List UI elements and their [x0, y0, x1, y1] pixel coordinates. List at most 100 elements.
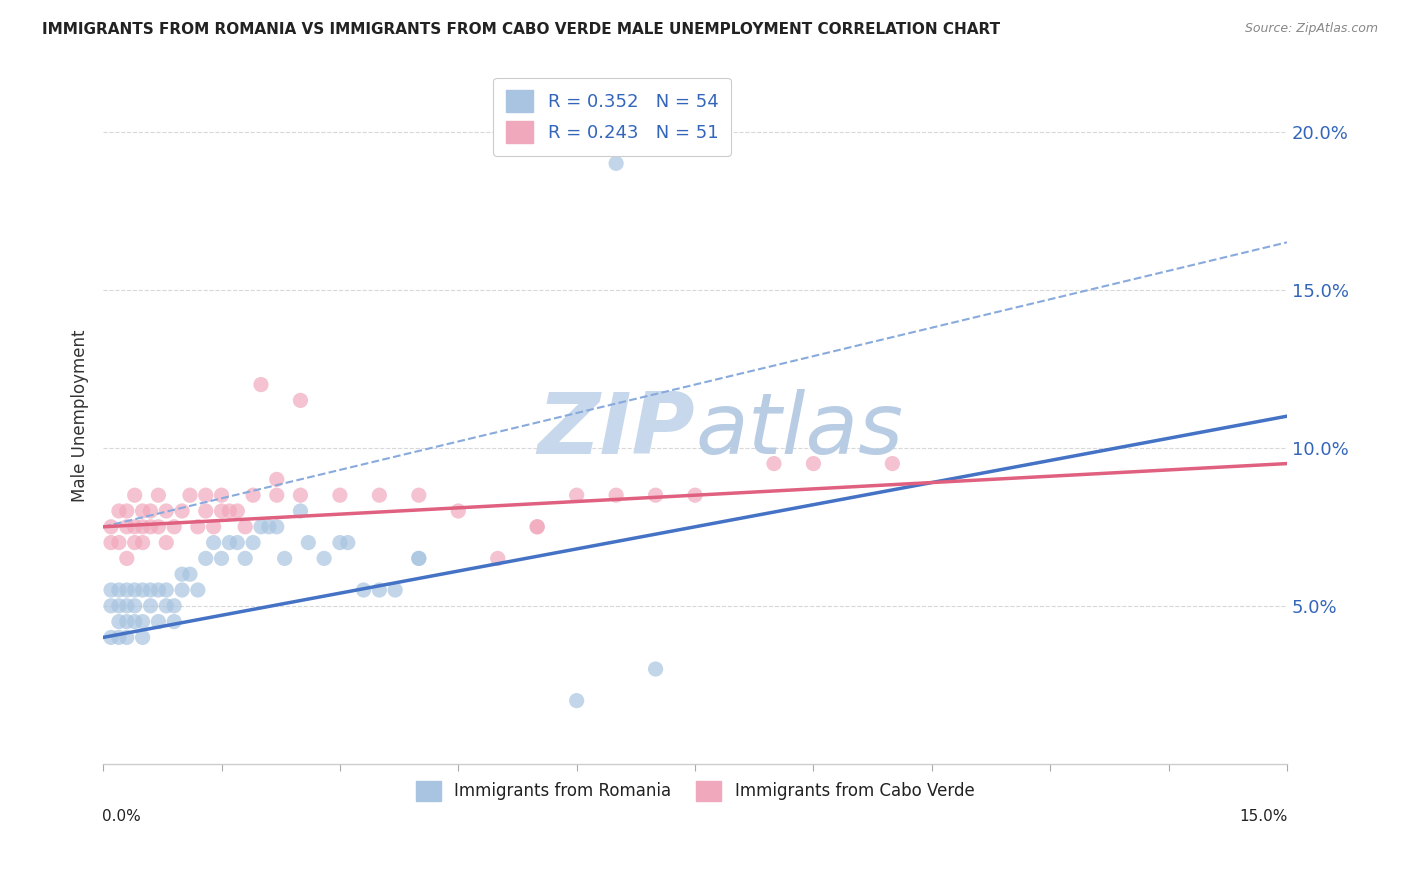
- Point: [290, 504, 312, 518]
- Point: [131, 582, 153, 597]
- Point: [605, 156, 627, 170]
- Point: [115, 615, 138, 629]
- Point: [131, 615, 153, 629]
- Point: [170, 582, 193, 597]
- Point: [139, 520, 162, 534]
- Point: [163, 520, 186, 534]
- Point: [108, 615, 131, 629]
- Point: [187, 520, 209, 534]
- Y-axis label: Male Unemployment: Male Unemployment: [72, 330, 89, 502]
- Point: [155, 504, 177, 518]
- Point: [163, 599, 186, 613]
- Point: [148, 615, 170, 629]
- Point: [218, 504, 240, 518]
- Point: [408, 488, 430, 502]
- Point: [194, 551, 217, 566]
- Point: [297, 535, 319, 549]
- Point: [290, 488, 312, 502]
- Point: [803, 457, 825, 471]
- Point: [108, 535, 131, 549]
- Point: [115, 520, 138, 534]
- Point: [115, 582, 138, 597]
- Point: [226, 504, 249, 518]
- Point: [290, 393, 312, 408]
- Point: [139, 582, 162, 597]
- Point: [486, 551, 509, 566]
- Point: [226, 535, 249, 549]
- Legend: Immigrants from Romania, Immigrants from Cabo Verde: Immigrants from Romania, Immigrants from…: [409, 774, 981, 807]
- Point: [100, 582, 122, 597]
- Text: 0.0%: 0.0%: [103, 809, 141, 824]
- Point: [131, 504, 153, 518]
- Point: [266, 520, 288, 534]
- Point: [218, 535, 240, 549]
- Point: [368, 582, 391, 597]
- Point: [115, 631, 138, 645]
- Text: atlas: atlas: [695, 389, 903, 472]
- Point: [148, 582, 170, 597]
- Point: [329, 488, 352, 502]
- Point: [273, 551, 295, 566]
- Point: [179, 567, 201, 582]
- Point: [155, 582, 177, 597]
- Point: [353, 582, 375, 597]
- Point: [124, 535, 146, 549]
- Point: [257, 520, 280, 534]
- Point: [565, 488, 588, 502]
- Point: [314, 551, 336, 566]
- Point: [242, 488, 264, 502]
- Point: [131, 535, 153, 549]
- Point: [100, 599, 122, 613]
- Text: ZIP: ZIP: [537, 389, 695, 472]
- Point: [194, 504, 217, 518]
- Point: [644, 662, 666, 676]
- Text: Source: ZipAtlas.com: Source: ZipAtlas.com: [1244, 22, 1378, 36]
- Point: [170, 504, 193, 518]
- Point: [644, 488, 666, 502]
- Point: [526, 520, 548, 534]
- Point: [108, 599, 131, 613]
- Point: [124, 488, 146, 502]
- Point: [250, 520, 273, 534]
- Point: [115, 599, 138, 613]
- Point: [329, 535, 352, 549]
- Point: [762, 457, 785, 471]
- Point: [242, 535, 264, 549]
- Point: [100, 535, 122, 549]
- Point: [266, 472, 288, 486]
- Point: [683, 140, 706, 154]
- Point: [155, 535, 177, 549]
- Point: [202, 535, 225, 549]
- Point: [124, 599, 146, 613]
- Point: [336, 535, 359, 549]
- Point: [250, 377, 273, 392]
- Point: [266, 488, 288, 502]
- Point: [148, 488, 170, 502]
- Point: [384, 582, 406, 597]
- Point: [683, 488, 706, 502]
- Point: [108, 631, 131, 645]
- Point: [565, 693, 588, 707]
- Point: [124, 615, 146, 629]
- Point: [131, 631, 153, 645]
- Point: [179, 488, 201, 502]
- Point: [131, 520, 153, 534]
- Point: [408, 551, 430, 566]
- Point: [139, 599, 162, 613]
- Point: [100, 520, 122, 534]
- Point: [202, 520, 225, 534]
- Point: [124, 520, 146, 534]
- Point: [211, 551, 233, 566]
- Point: [163, 615, 186, 629]
- Point: [211, 504, 233, 518]
- Point: [100, 631, 122, 645]
- Text: IMMIGRANTS FROM ROMANIA VS IMMIGRANTS FROM CABO VERDE MALE UNEMPLOYMENT CORRELAT: IMMIGRANTS FROM ROMANIA VS IMMIGRANTS FR…: [42, 22, 1000, 37]
- Point: [605, 488, 627, 502]
- Text: 15.0%: 15.0%: [1240, 809, 1288, 824]
- Point: [170, 567, 193, 582]
- Point: [194, 488, 217, 502]
- Point: [115, 551, 138, 566]
- Point: [233, 551, 256, 566]
- Point: [447, 504, 470, 518]
- Point: [882, 457, 904, 471]
